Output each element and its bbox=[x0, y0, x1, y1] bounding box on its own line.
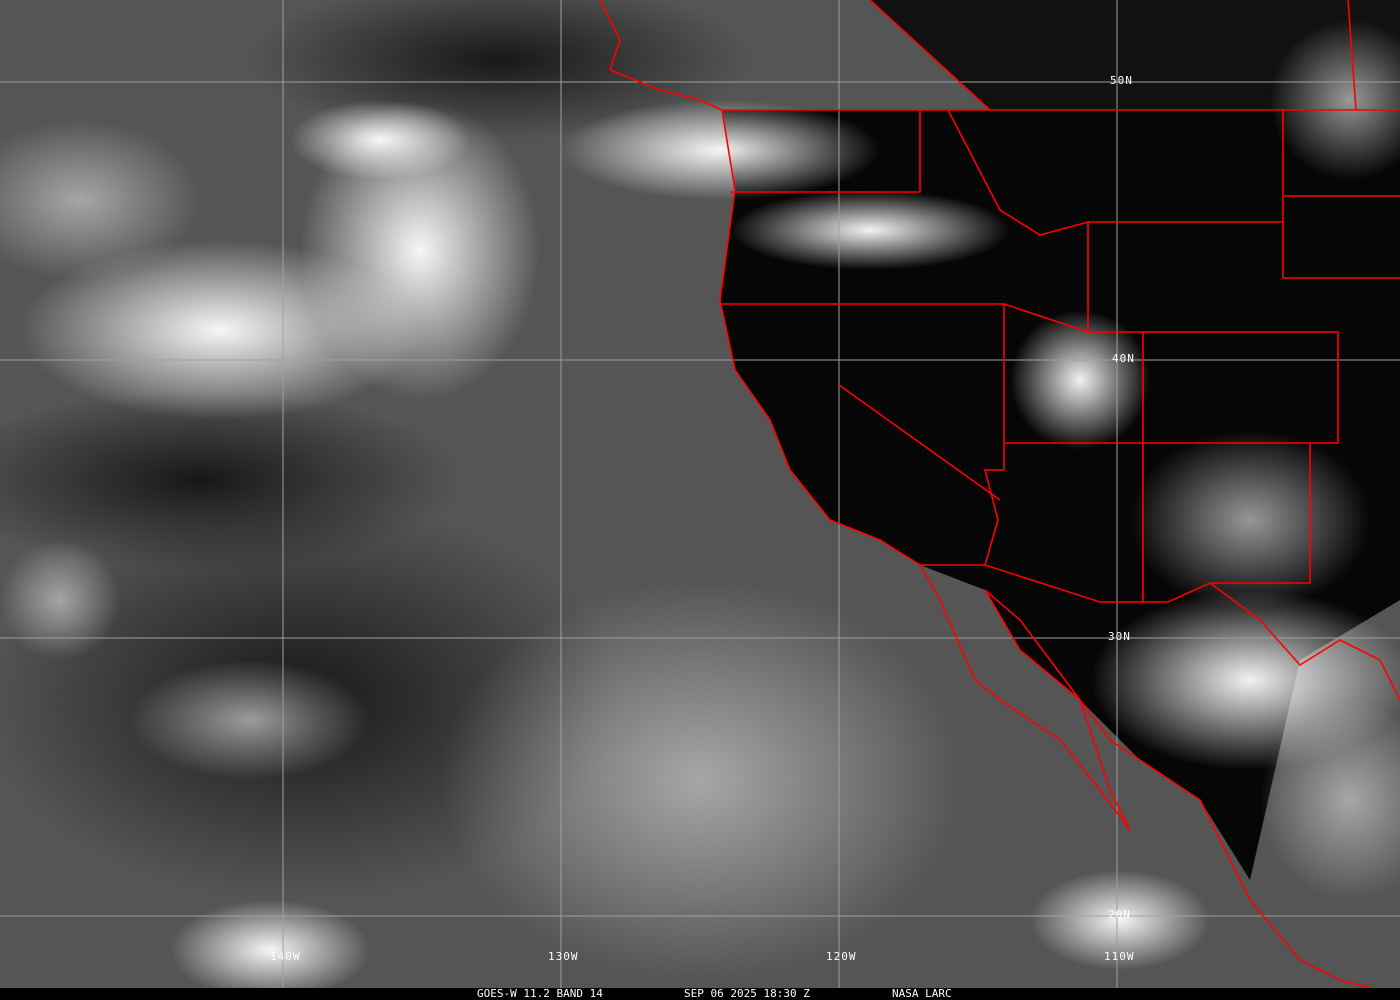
lat-label-30n: 30N bbox=[1108, 630, 1131, 643]
canada-province bbox=[869, 0, 1357, 111]
idaho-border bbox=[947, 109, 1089, 334]
lon-label-120w: 120W bbox=[826, 950, 857, 963]
wa-or-border bbox=[730, 110, 921, 193]
lon-label-140w: 140W bbox=[270, 950, 301, 963]
lon-label-110w: 110W bbox=[1104, 950, 1135, 963]
az-nm-border bbox=[920, 443, 1311, 603]
political-boundaries bbox=[599, 0, 1400, 988]
lat-label-40n: 40N bbox=[1112, 352, 1135, 365]
coastline bbox=[599, 0, 1376, 988]
datetime-label: SEP 06 2025 18:30 Z bbox=[684, 987, 810, 1000]
utah-border bbox=[1004, 331, 1339, 444]
ca-nv-border bbox=[838, 384, 1001, 501]
satellite-band-label: GOES-W 11.2 BAND 14 bbox=[477, 987, 603, 1000]
lat-label-20n: 20N bbox=[1108, 908, 1131, 921]
lon-label-130w: 130W bbox=[548, 950, 579, 963]
montana-wy bbox=[1088, 110, 1400, 279]
or-ca-border bbox=[720, 303, 1005, 566]
caption-bar: GOES-W 11.2 BAND 14 SEP 06 2025 18:30 Z … bbox=[0, 988, 1400, 1000]
lat-label-50n: 50N bbox=[1110, 74, 1133, 87]
mexico-border bbox=[1209, 582, 1400, 701]
source-label: NASA LARC bbox=[892, 987, 952, 1000]
